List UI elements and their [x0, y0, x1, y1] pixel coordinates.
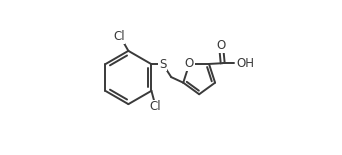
Text: OH: OH [237, 57, 255, 70]
Text: S: S [159, 58, 167, 71]
Text: Cl: Cl [113, 30, 125, 43]
Text: O: O [185, 58, 194, 71]
Text: O: O [217, 40, 226, 53]
Text: Cl: Cl [149, 100, 161, 113]
